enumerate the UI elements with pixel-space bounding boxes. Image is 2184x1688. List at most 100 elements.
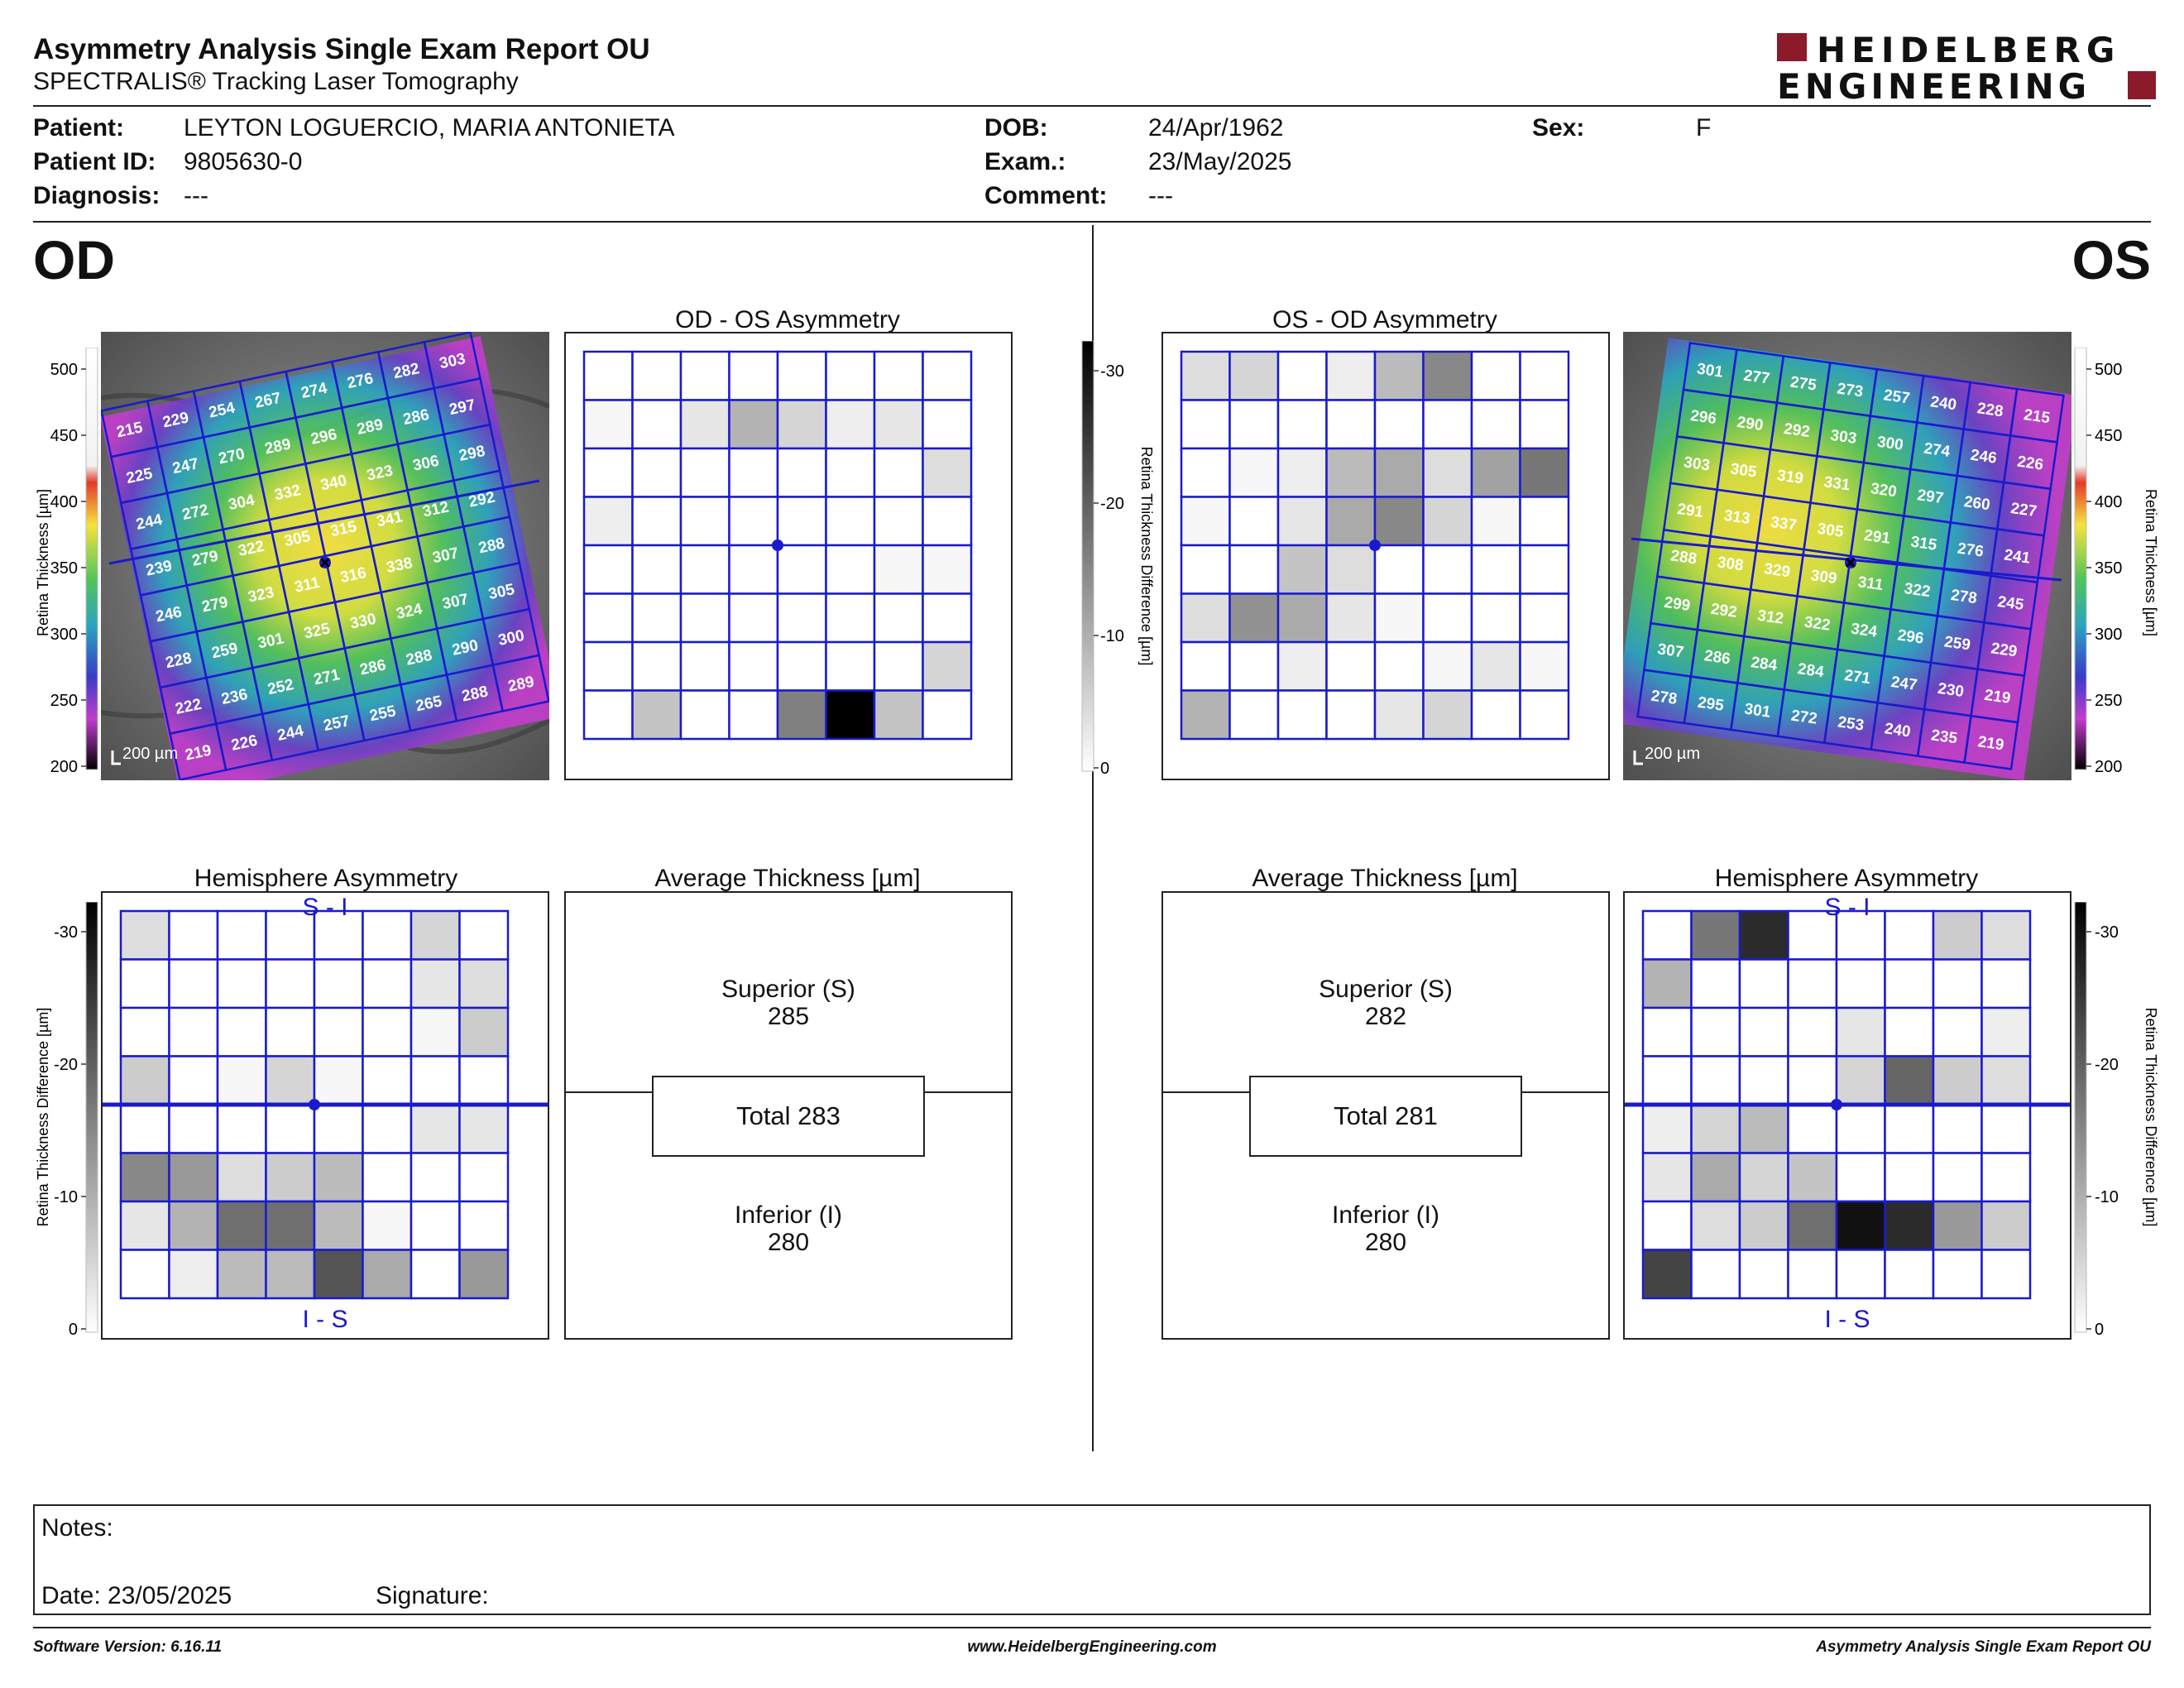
diff-cell xyxy=(1690,1006,1741,1057)
diff-cell xyxy=(582,689,634,741)
scale-tick-label: 200 xyxy=(2095,758,2122,776)
od-thickness-axis-label: Retina Thickness [µm] xyxy=(35,489,51,636)
diff-cell xyxy=(1641,958,1693,1009)
diff-cell xyxy=(776,350,827,401)
diff-cell xyxy=(1932,1103,1983,1154)
diff-cell xyxy=(1180,640,1231,692)
diff-cell xyxy=(1373,447,1425,498)
diff-cell xyxy=(265,909,316,961)
od-asym-grid xyxy=(582,350,973,741)
logo-line2: ENGINEERING xyxy=(1777,66,2091,107)
os-diff-axis-label: Retina Thickness Difference [µm] xyxy=(2143,1008,2159,1227)
diff-cell xyxy=(922,350,973,401)
diff-cell xyxy=(679,399,730,450)
diff-cell xyxy=(1980,958,2032,1009)
diff-cell xyxy=(825,640,876,692)
scale-tick-label: 400 xyxy=(2095,493,2122,511)
scale-tick-label: -20 xyxy=(54,1056,78,1074)
diff-cell xyxy=(265,958,316,1009)
diff-cell xyxy=(1228,399,1280,450)
diff-cell xyxy=(728,496,779,547)
diff-cell xyxy=(873,496,924,547)
os-asym-panel xyxy=(1161,332,1610,780)
scale-tick-label: 400 xyxy=(50,493,78,511)
os-inferior-label: Inferior (I) xyxy=(1331,1201,1440,1229)
diff-cell xyxy=(168,1055,219,1106)
comment-label: Comment: xyxy=(984,182,1108,209)
notes-label: Notes: xyxy=(41,1514,113,1542)
diff-cell xyxy=(362,1200,413,1251)
scale-tick-label: -30 xyxy=(2095,923,2119,942)
diff-cell xyxy=(119,958,170,1009)
thickness-value: 291 xyxy=(1676,501,1705,521)
website-link[interactable]: www.HeidelbergEngineering.com xyxy=(967,1638,1217,1656)
od-asym-panel xyxy=(564,332,1013,780)
thickness-value: 277 xyxy=(1742,367,1770,387)
od-superior-label: Superior (S) xyxy=(721,976,855,1003)
diff-cell xyxy=(1228,447,1280,498)
diff-cell xyxy=(776,592,827,644)
od-thickness-map: 215 229 254 267 274 276 282 303 225 247 270 289 296 2… xyxy=(100,331,562,798)
diff-cell xyxy=(728,350,779,401)
diff-cell xyxy=(1228,350,1280,401)
diff-cell xyxy=(1519,496,1570,547)
diff-cell xyxy=(1932,1055,1983,1106)
diff-cell xyxy=(1470,640,1521,692)
diff-cell xyxy=(1470,496,1521,547)
diff-cell xyxy=(679,496,730,547)
diff-cell xyxy=(119,1249,170,1300)
signature-label: Signature: xyxy=(376,1582,489,1609)
thickness-value: 324 xyxy=(1850,621,1879,641)
patient-id: 9805630-0 xyxy=(184,148,303,175)
scale-tick-label: -30 xyxy=(1100,362,1124,381)
thickness-value: 286 xyxy=(1703,647,1731,668)
diff-cell xyxy=(728,447,779,498)
diff-cell xyxy=(1325,592,1377,644)
thickness-value: 300 xyxy=(1876,434,1904,454)
diff-cell xyxy=(1690,1249,1741,1300)
patient-name: LEYTON LOGUERCIO, MARIA ANTONIETA xyxy=(184,114,675,141)
os-hemi-top-label: S - I xyxy=(1824,894,1870,921)
diff-cell xyxy=(1884,1249,1935,1300)
thickness-value: 228 xyxy=(1976,400,2004,420)
diff-cell xyxy=(458,1103,510,1154)
od-thickness-scale: 500 450 400 350 300 250 200 Retina Thickness [… xyxy=(17,347,99,786)
diff-cell xyxy=(362,1006,413,1057)
diff-cell xyxy=(216,1152,267,1203)
od-diff-scale: -30 -20 -10 0 Retina Thickness Difference [… xyxy=(17,901,99,1349)
diff-cell xyxy=(1932,1152,1983,1203)
os-hemi-grid xyxy=(1625,909,2070,1300)
diff-cell xyxy=(458,958,510,1009)
center-diff-scale: -30 -20 -10 0 Retina Thickness Difference [… xyxy=(1075,340,1166,788)
diff-cell xyxy=(631,689,682,741)
diff-cell xyxy=(1228,544,1280,595)
os-thickness-map: 301 277 275 273 257 240 228 215 296 290 292 303 300 2… xyxy=(1614,332,2078,781)
diff-cell xyxy=(922,544,973,595)
os-total-box: Total 281 xyxy=(1249,1076,1522,1157)
logo-block-icon xyxy=(2128,71,2156,99)
eye-divider xyxy=(1092,225,1094,1451)
scale-tick-label: -20 xyxy=(1100,495,1124,513)
thickness-value: 305 xyxy=(1729,460,1758,481)
thickness-value: 278 xyxy=(1650,688,1678,708)
comment-value: --- xyxy=(1148,182,1173,209)
diff-cell xyxy=(458,1200,510,1251)
diff-cell xyxy=(1276,399,1328,450)
diagnosis-label: Diagnosis: xyxy=(33,182,160,209)
diff-cell xyxy=(1884,909,1935,961)
diff-cell xyxy=(1884,1200,1935,1251)
od-avg-title: Average Thickness [µm] xyxy=(654,865,921,892)
diff-cell xyxy=(728,592,779,644)
diff-cell xyxy=(1180,447,1231,498)
diff-cell xyxy=(1787,958,1838,1009)
thickness-value: 309 xyxy=(1809,567,1837,587)
scale-tick-label: 0 xyxy=(69,1321,78,1339)
thickness-cell xyxy=(1963,714,2019,770)
od-inferior-value: 280 xyxy=(767,1229,810,1256)
diff-cell xyxy=(265,1055,316,1106)
diff-cell xyxy=(873,640,924,692)
thickness-value: 307 xyxy=(1656,640,1684,661)
diff-cell xyxy=(410,958,461,1009)
diff-cell xyxy=(1470,447,1521,498)
